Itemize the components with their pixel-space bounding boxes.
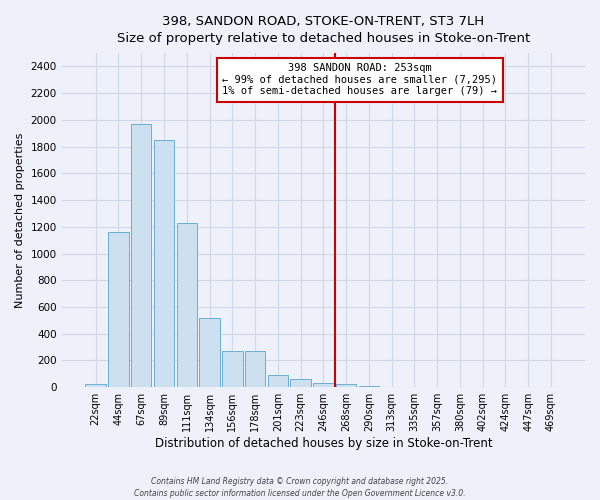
Text: 398 SANDON ROAD: 253sqm
← 99% of detached houses are smaller (7,295)
1% of semi-: 398 SANDON ROAD: 253sqm ← 99% of detache… (223, 63, 497, 96)
Title: 398, SANDON ROAD, STOKE-ON-TRENT, ST3 7LH
Size of property relative to detached : 398, SANDON ROAD, STOKE-ON-TRENT, ST3 7L… (117, 15, 530, 45)
Bar (313, 383, 334, 387)
Bar (382, 386, 402, 387)
Y-axis label: Number of detached properties: Number of detached properties (15, 132, 25, 308)
Bar (154, 140, 174, 387)
Bar (290, 379, 311, 387)
Bar (245, 351, 265, 387)
Bar (199, 318, 220, 387)
Bar (85, 384, 106, 387)
Bar (222, 351, 242, 387)
Bar (176, 223, 197, 387)
X-axis label: Distribution of detached houses by size in Stoke-on-Trent: Distribution of detached houses by size … (155, 437, 492, 450)
Bar (336, 384, 356, 387)
Text: Contains HM Land Registry data © Crown copyright and database right 2025.
Contai: Contains HM Land Registry data © Crown c… (134, 476, 466, 498)
Bar (268, 375, 288, 387)
Bar (359, 386, 379, 387)
Bar (131, 124, 151, 387)
Bar (108, 232, 129, 387)
